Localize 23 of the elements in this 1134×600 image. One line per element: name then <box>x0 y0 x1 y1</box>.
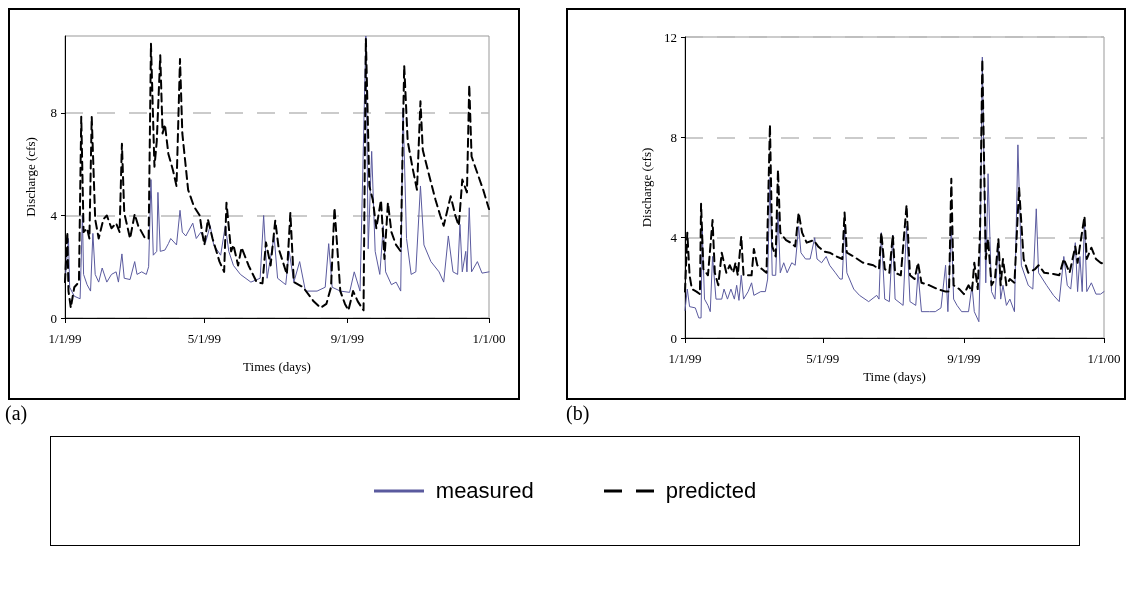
x-tick-label: 1/1/00 <box>1087 351 1121 366</box>
y-axis-title: Discharge (cfs) <box>639 147 655 228</box>
x-tick-label: 5/1/99 <box>806 351 840 366</box>
text: (a) <box>5 402 28 425</box>
y-tick-label: 12 <box>664 29 677 45</box>
y-tick-label: 0 <box>50 310 57 326</box>
y-tick-label: 4 <box>670 230 678 246</box>
y-tick-label: 8 <box>50 105 57 121</box>
x-tick-label: 1/1/99 <box>48 331 82 346</box>
text: (b) <box>566 402 590 425</box>
x-axis-title: Time (days) <box>863 368 926 384</box>
x-tick-label: 9/1/99 <box>947 351 981 366</box>
x-axis-title: Times (days) <box>243 359 311 374</box>
x-tick-label: 9/1/99 <box>330 331 364 346</box>
x-tick-label: 1/1/00 <box>472 331 506 346</box>
y-tick-label: 8 <box>670 129 677 145</box>
x-tick-label: 5/1/99 <box>187 331 222 346</box>
x-tick-label: 1/1/99 <box>668 351 702 366</box>
legend-label: predicted <box>665 478 757 504</box>
y-tick-label: 0 <box>670 330 677 346</box>
y-tick-label: 4 <box>50 207 58 223</box>
legend-label: measured <box>435 478 534 504</box>
y-axis-title: Discharge (cfs) <box>23 137 38 217</box>
